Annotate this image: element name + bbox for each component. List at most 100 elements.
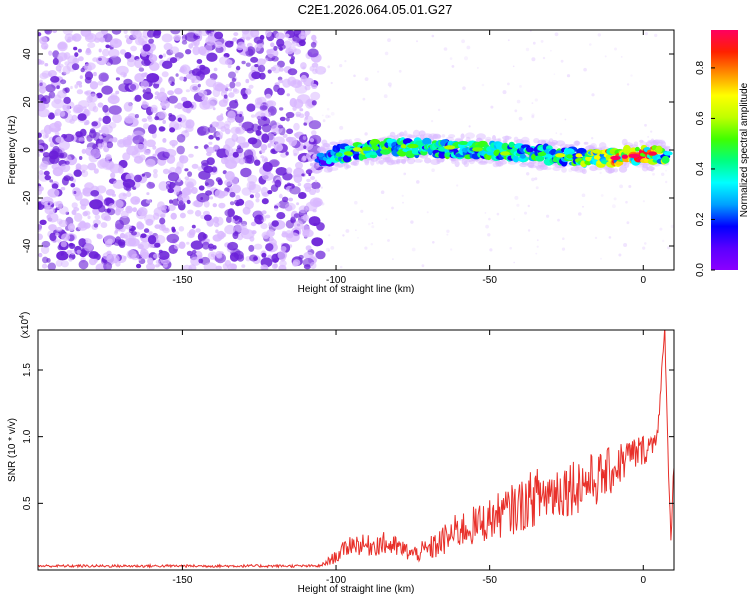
noise-blob <box>205 190 213 196</box>
noise-blob <box>224 224 236 235</box>
noise-blob <box>73 207 80 212</box>
noise-blob <box>105 154 112 160</box>
noise-blob <box>191 249 197 255</box>
colorbar: 0.0 0.2 0.4 0.6 0.8 Normalized spectral ampl… <box>695 30 750 277</box>
noise-blob <box>216 253 223 259</box>
noise-blob <box>255 129 262 136</box>
noise-blob <box>171 198 181 206</box>
noise-blob <box>227 241 239 251</box>
snr-y-tick-label: 0.5 <box>22 496 33 510</box>
noise-blob <box>198 170 211 180</box>
noise-blob <box>122 152 131 161</box>
noise-blob <box>133 155 144 164</box>
signal-blob <box>592 149 601 154</box>
noise-blob <box>292 261 299 267</box>
noise-blob <box>72 106 82 114</box>
noise-blob <box>309 261 317 270</box>
noise-blob <box>313 153 318 158</box>
noise-blob <box>191 224 196 229</box>
noise-blob <box>96 55 108 66</box>
noise-blob <box>260 115 267 121</box>
noise-blob <box>55 232 60 237</box>
noise-blob <box>47 188 60 198</box>
noise-blob <box>154 242 161 248</box>
noise-speckle <box>421 264 425 268</box>
signal-halo-blob <box>348 138 353 144</box>
noise-blob <box>206 157 215 166</box>
signal-peak <box>500 151 510 156</box>
noise-blob <box>73 190 77 195</box>
noise-blob <box>302 214 309 222</box>
noise-blob <box>73 169 82 177</box>
signal-halo-blob <box>406 157 416 165</box>
noise-speckle <box>391 206 394 210</box>
colorbar-gradient <box>711 30 738 270</box>
noise-blob <box>134 143 147 153</box>
noise-blob <box>185 49 192 55</box>
noise-blob <box>284 184 288 188</box>
noise-blob <box>203 200 210 208</box>
noise-blob <box>251 71 262 80</box>
noise-blob <box>188 153 194 158</box>
noise-speckle <box>555 132 558 134</box>
noise-blob <box>102 115 111 125</box>
noise-blob <box>275 32 286 40</box>
noise-blob <box>97 159 107 169</box>
noise-blob <box>168 95 178 104</box>
spectrogram-y-tick-label: 40 <box>22 48 33 60</box>
noise-blob <box>257 125 262 131</box>
noise-blob <box>58 219 68 228</box>
noise-speckle <box>446 229 450 233</box>
noise-blob <box>102 48 110 57</box>
noise-blob <box>175 73 179 77</box>
signal-halo-blob <box>633 141 639 147</box>
noise-blob <box>89 199 103 210</box>
noise-blob <box>103 33 113 43</box>
noise-blob <box>298 205 308 214</box>
noise-speckle <box>354 200 358 205</box>
noise-speckle <box>591 137 594 140</box>
noise-blob <box>111 193 116 197</box>
spectrogram-y-tick-label: -40 <box>22 238 33 253</box>
noise-blob <box>79 164 89 171</box>
noise-blob <box>146 192 150 196</box>
noise-blob <box>264 158 268 162</box>
noise-speckle <box>509 246 512 250</box>
noise-blob <box>306 178 311 183</box>
noise-blob <box>132 207 138 213</box>
noise-speckle <box>626 83 630 86</box>
noise-blob <box>222 263 229 270</box>
noise-blob <box>260 264 269 270</box>
colorbar-label: Normalized spectral amplitude <box>739 82 750 217</box>
noise-blob <box>42 152 50 158</box>
noise-blob <box>108 55 122 65</box>
noise-blob <box>46 258 51 263</box>
noise-blob <box>162 138 167 143</box>
noise-blob <box>78 100 90 109</box>
signal-halo-blob <box>389 131 396 138</box>
noise-blob <box>70 183 76 188</box>
noise-speckle <box>387 239 390 242</box>
noise-blob <box>240 167 252 178</box>
snr-y-tick-label: 1.5 <box>22 363 33 377</box>
signal-halo-blob <box>561 167 567 173</box>
noise-blob <box>181 264 193 270</box>
noise-blob <box>253 243 263 250</box>
noise-blob <box>235 69 239 74</box>
noise-speckle <box>431 34 435 38</box>
noise-blob <box>108 105 122 115</box>
noise-speckle <box>485 224 489 229</box>
signal-halo-blob <box>574 166 584 173</box>
noise-blob <box>100 222 108 228</box>
signal-peak <box>537 151 547 157</box>
signal-halo-blob <box>399 131 405 137</box>
noise-blob <box>176 145 185 155</box>
noise-speckle <box>327 65 331 69</box>
noise-speckle <box>642 200 646 203</box>
noise-blob <box>76 80 83 86</box>
noise-speckle <box>644 31 648 36</box>
noise-blob <box>98 130 102 134</box>
noise-blob <box>304 111 310 117</box>
noise-speckle <box>599 171 602 175</box>
noise-blob <box>101 126 109 136</box>
